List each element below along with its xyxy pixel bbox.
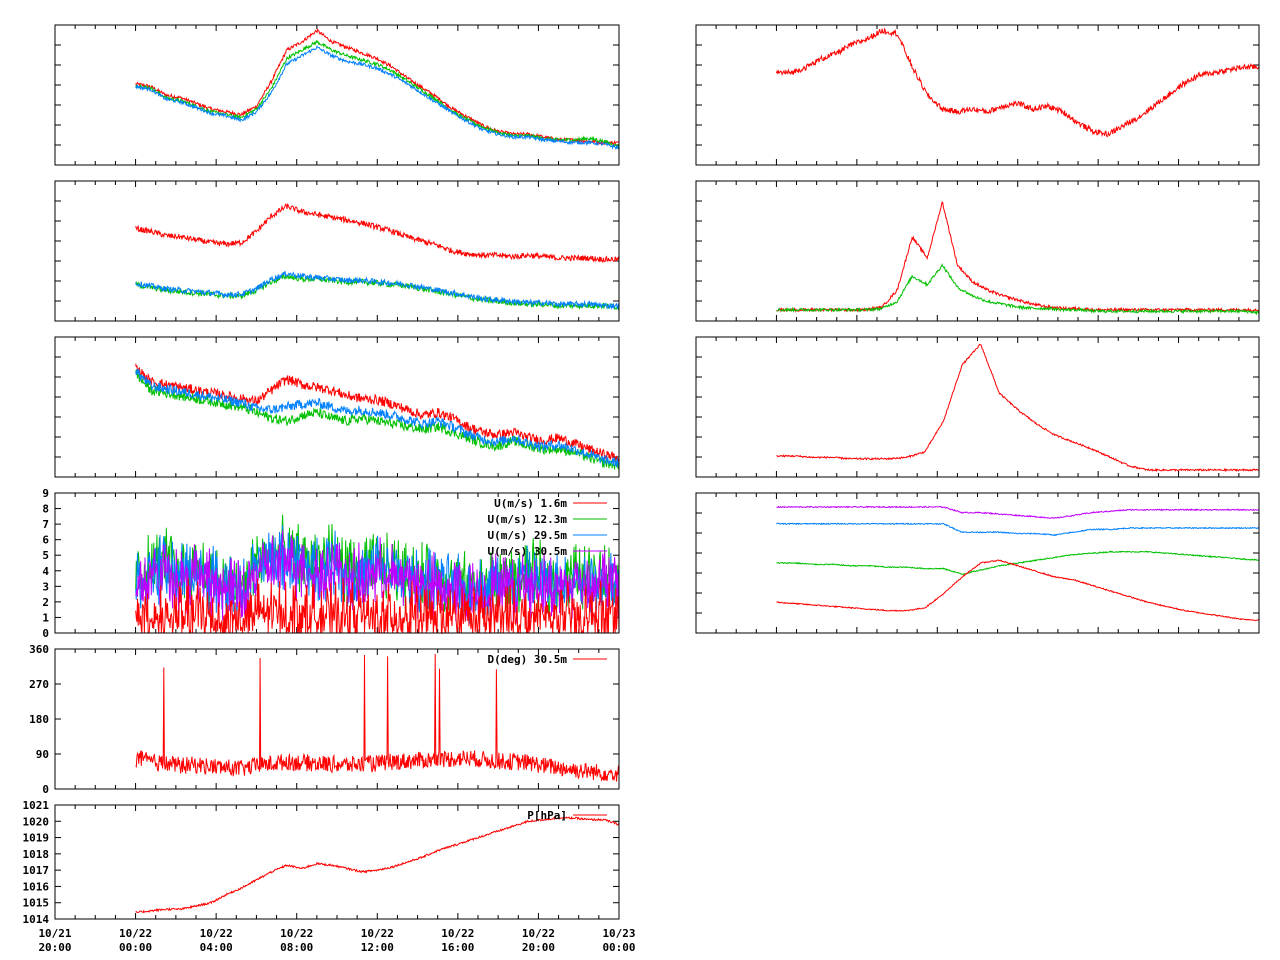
series-line-left-4-1: [135, 524, 620, 625]
panel-frame-left-1: [54, 24, 620, 166]
panel-frame-left-5: [54, 648, 620, 790]
x-tick-label-time: 00:00: [119, 941, 152, 954]
legend-label: U(m/s) 1.6m: [494, 497, 567, 510]
x-tick-label-time: 12:00: [361, 941, 394, 954]
y-tick-label: 360: [29, 643, 49, 656]
y-tick-label: 1020: [23, 815, 50, 828]
legend-label: U(m/s) 29.5m: [488, 529, 568, 542]
legend-label: U(m/s) 12.3m: [488, 513, 568, 526]
legend-label: D(deg) 30.5m: [488, 653, 568, 666]
x-tick-label-date: 10/22: [200, 927, 233, 940]
x-tick-label-date: 10/22: [361, 927, 394, 940]
x-tick-label-date: 10/21: [38, 927, 71, 940]
series-line-left-1-0: [135, 28, 620, 146]
x-tick-label-date: 10/22: [280, 927, 313, 940]
y-tick-label: 2: [42, 596, 49, 609]
x-tick-label-date: 10/22: [441, 927, 474, 940]
x-tick-label-time: 16:00: [441, 941, 474, 954]
y-tick-label: 5: [42, 549, 49, 562]
y-tick-label: 8: [42, 503, 49, 516]
y-tick-label: 4: [42, 565, 49, 578]
y-tick-label: 3: [42, 580, 49, 593]
legend-label: U(m/s) 30.5m: [488, 545, 568, 558]
panel-frame-right-2: [695, 180, 1260, 322]
panel-frame-right-4: [695, 492, 1260, 634]
y-tick-label: 0: [42, 627, 49, 640]
series-line-left-1-1: [135, 39, 620, 149]
y-tick-label: 180: [29, 713, 49, 726]
x-tick-label-date: 10/22: [522, 927, 555, 940]
series-line-left-3-1: [135, 368, 620, 471]
series-line-left-6-0: [135, 815, 620, 914]
y-tick-label: 9: [42, 487, 49, 500]
y-tick-label: 1018: [23, 848, 50, 861]
y-tick-label: 0: [42, 783, 49, 796]
y-tick-label: 1016: [23, 880, 50, 893]
y-tick-label: 270: [29, 678, 49, 691]
y-tick-label: 7: [42, 518, 49, 531]
series-line-left-5-0: [135, 653, 620, 782]
y-tick-label: 90: [36, 748, 49, 761]
x-tick-label-date: 10/22: [119, 927, 152, 940]
series-line-right-2-1: [776, 262, 1260, 316]
panel-frame-left-6: [54, 804, 620, 920]
series-line-left-2-1: [135, 274, 620, 311]
series-line-right-1-0: [776, 27, 1260, 138]
y-tick-label: 1019: [23, 832, 50, 845]
legend-label: P[hPa]: [527, 809, 567, 822]
y-tick-label: 1: [42, 611, 49, 624]
panel-frame-left-2: [54, 180, 620, 322]
x-tick-label-time: 00:00: [602, 941, 635, 954]
x-tick-label-date: 10/23: [602, 927, 635, 940]
series-line-right-3-0: [776, 343, 1260, 473]
panel-frame-left-4: [54, 492, 620, 634]
y-tick-label: 1015: [23, 897, 50, 910]
panel-frame-left-3: [54, 336, 620, 478]
series-line-left-2-2: [135, 271, 620, 310]
y-tick-label: 6: [42, 534, 49, 547]
series-line-right-4-2: [776, 550, 1259, 575]
series-line-right-2-0: [776, 201, 1260, 313]
series-line-left-1-2: [135, 45, 620, 151]
y-tick-label: 1021: [23, 799, 50, 812]
x-tick-label-time: 20:00: [522, 941, 555, 954]
series-line-left-2-0: [135, 203, 620, 263]
y-tick-label: 1017: [23, 864, 50, 877]
series-line-right-4-0: [776, 505, 1260, 519]
series-line-left-3-2: [135, 368, 620, 468]
series-line-right-4-1: [776, 522, 1259, 537]
x-tick-label-time: 04:00: [200, 941, 233, 954]
y-tick-label: 1014: [23, 913, 50, 926]
x-tick-label-time: 08:00: [280, 941, 313, 954]
panel-frame-right-3: [695, 336, 1260, 478]
series-line-right-4-3: [776, 559, 1260, 622]
panel-frame-right-1: [695, 24, 1260, 166]
series-line-left-4-3: [135, 577, 620, 635]
x-tick-label-time: 20:00: [38, 941, 71, 954]
